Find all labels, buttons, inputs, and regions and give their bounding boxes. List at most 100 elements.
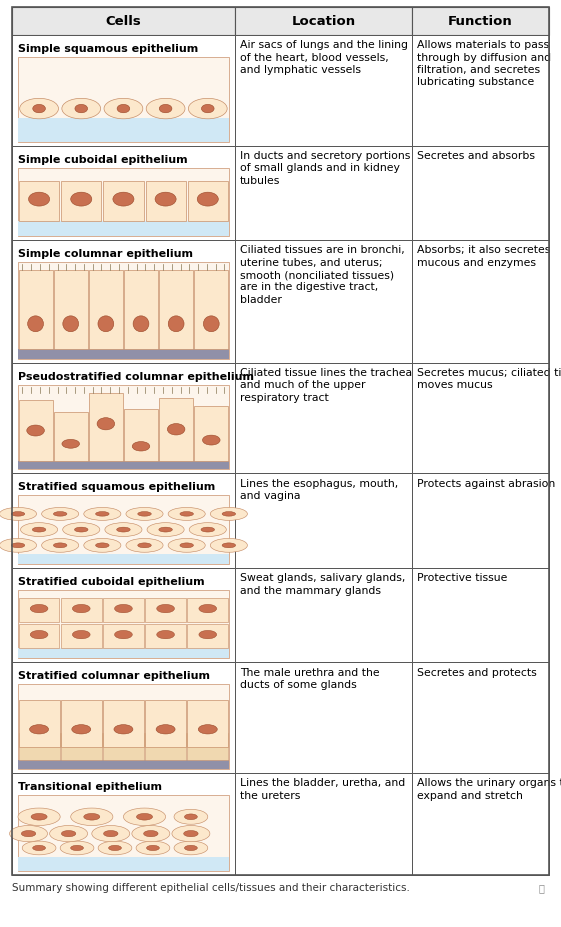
Bar: [61, 599, 102, 622]
Bar: [19, 400, 53, 462]
Ellipse shape: [155, 193, 176, 207]
Ellipse shape: [132, 442, 150, 451]
Ellipse shape: [123, 808, 165, 826]
Ellipse shape: [188, 99, 227, 120]
Ellipse shape: [92, 826, 130, 842]
Ellipse shape: [201, 106, 214, 114]
Bar: [12, 36, 235, 146]
Text: In ducts and secretory portions
of small glands and in kidney
tubules: In ducts and secretory portions of small…: [240, 150, 410, 185]
Ellipse shape: [167, 424, 185, 436]
Bar: [18, 554, 229, 565]
Ellipse shape: [97, 418, 114, 430]
Ellipse shape: [11, 512, 25, 516]
Bar: [103, 182, 144, 222]
Bar: [18, 262, 229, 360]
Ellipse shape: [27, 425, 44, 437]
Text: Simple columnar epithelium: Simple columnar epithelium: [18, 248, 193, 259]
Ellipse shape: [198, 725, 217, 734]
Bar: [145, 599, 186, 622]
Bar: [12, 241, 235, 363]
Ellipse shape: [109, 845, 121, 851]
Text: Allows materials to pass
through by diffusion and
filtration, and secretes
lubri: Allows materials to pass through by diff…: [417, 40, 551, 87]
Ellipse shape: [10, 826, 48, 842]
Ellipse shape: [159, 527, 172, 532]
Ellipse shape: [33, 845, 45, 851]
Ellipse shape: [203, 436, 220, 446]
Text: Summary showing different epithelial cells/tissues and their characteristics.: Summary showing different epithelial cel…: [12, 883, 410, 892]
Ellipse shape: [185, 814, 197, 819]
Ellipse shape: [156, 725, 175, 734]
Bar: [18, 648, 229, 659]
Ellipse shape: [71, 808, 113, 826]
Ellipse shape: [29, 193, 49, 207]
Ellipse shape: [222, 512, 236, 516]
Bar: [61, 701, 102, 747]
Bar: [145, 733, 186, 761]
Text: Stratified squamous epithelium: Stratified squamous epithelium: [18, 482, 215, 492]
Text: Pseudostratified columnar epithelium: Pseudostratified columnar epithelium: [18, 372, 254, 382]
Ellipse shape: [172, 826, 210, 842]
Bar: [54, 413, 88, 462]
Ellipse shape: [146, 845, 159, 851]
Bar: [159, 398, 193, 462]
Bar: [19, 599, 59, 622]
Ellipse shape: [104, 831, 118, 837]
Bar: [103, 733, 144, 761]
Ellipse shape: [0, 539, 36, 552]
Text: Location: Location: [291, 16, 356, 29]
Text: ⎙: ⎙: [538, 883, 544, 892]
Ellipse shape: [174, 841, 208, 855]
Ellipse shape: [42, 508, 79, 521]
Text: Function: Function: [448, 16, 513, 29]
Ellipse shape: [210, 508, 247, 521]
Bar: [18, 685, 229, 769]
Bar: [61, 182, 102, 222]
Ellipse shape: [136, 841, 170, 855]
Text: Sweat glands, salivary glands,
and the mammary glands: Sweat glands, salivary glands, and the m…: [240, 573, 405, 595]
Ellipse shape: [30, 604, 48, 613]
Bar: [103, 625, 144, 648]
Bar: [235, 241, 412, 363]
Bar: [412, 474, 549, 568]
Text: Ciliated tissue lines the trachea
and much of the upper
respiratory tract: Ciliated tissue lines the trachea and mu…: [240, 368, 412, 402]
Bar: [188, 182, 228, 222]
Bar: [12, 8, 235, 36]
Text: Air sacs of lungs and the lining
of the heart, blood vessels,
and lymphatic vess: Air sacs of lungs and the lining of the …: [240, 40, 408, 75]
Bar: [412, 241, 549, 363]
Ellipse shape: [30, 630, 48, 639]
Ellipse shape: [168, 508, 205, 521]
Bar: [12, 146, 235, 241]
Ellipse shape: [75, 527, 88, 532]
Text: Ciliated tissues are in bronchi,
uterine tubes, and uterus;
smooth (nonciliated : Ciliated tissues are in bronchi, uterine…: [240, 245, 404, 304]
Ellipse shape: [27, 316, 44, 333]
Text: Protective tissue: Protective tissue: [417, 573, 507, 582]
Ellipse shape: [146, 99, 185, 120]
Ellipse shape: [61, 831, 76, 837]
Text: The male urethra and the
ducts of some glands: The male urethra and the ducts of some g…: [240, 667, 379, 690]
Ellipse shape: [138, 543, 151, 548]
Bar: [18, 590, 229, 659]
Ellipse shape: [18, 808, 60, 826]
Text: Secretes and protects: Secretes and protects: [417, 667, 537, 677]
Bar: [18, 169, 229, 236]
Bar: [194, 271, 228, 349]
Bar: [187, 599, 228, 622]
Bar: [412, 663, 549, 773]
Bar: [18, 795, 229, 871]
Bar: [18, 462, 229, 470]
Bar: [18, 386, 229, 470]
Ellipse shape: [98, 316, 114, 333]
Bar: [235, 36, 412, 146]
Ellipse shape: [185, 845, 197, 851]
Ellipse shape: [0, 508, 36, 521]
Ellipse shape: [62, 99, 100, 120]
Ellipse shape: [126, 539, 163, 552]
Ellipse shape: [49, 826, 88, 842]
Bar: [103, 701, 144, 747]
Bar: [235, 146, 412, 241]
Ellipse shape: [63, 523, 100, 537]
Bar: [19, 271, 53, 349]
Ellipse shape: [199, 630, 217, 639]
Bar: [124, 409, 158, 462]
Ellipse shape: [114, 630, 132, 639]
